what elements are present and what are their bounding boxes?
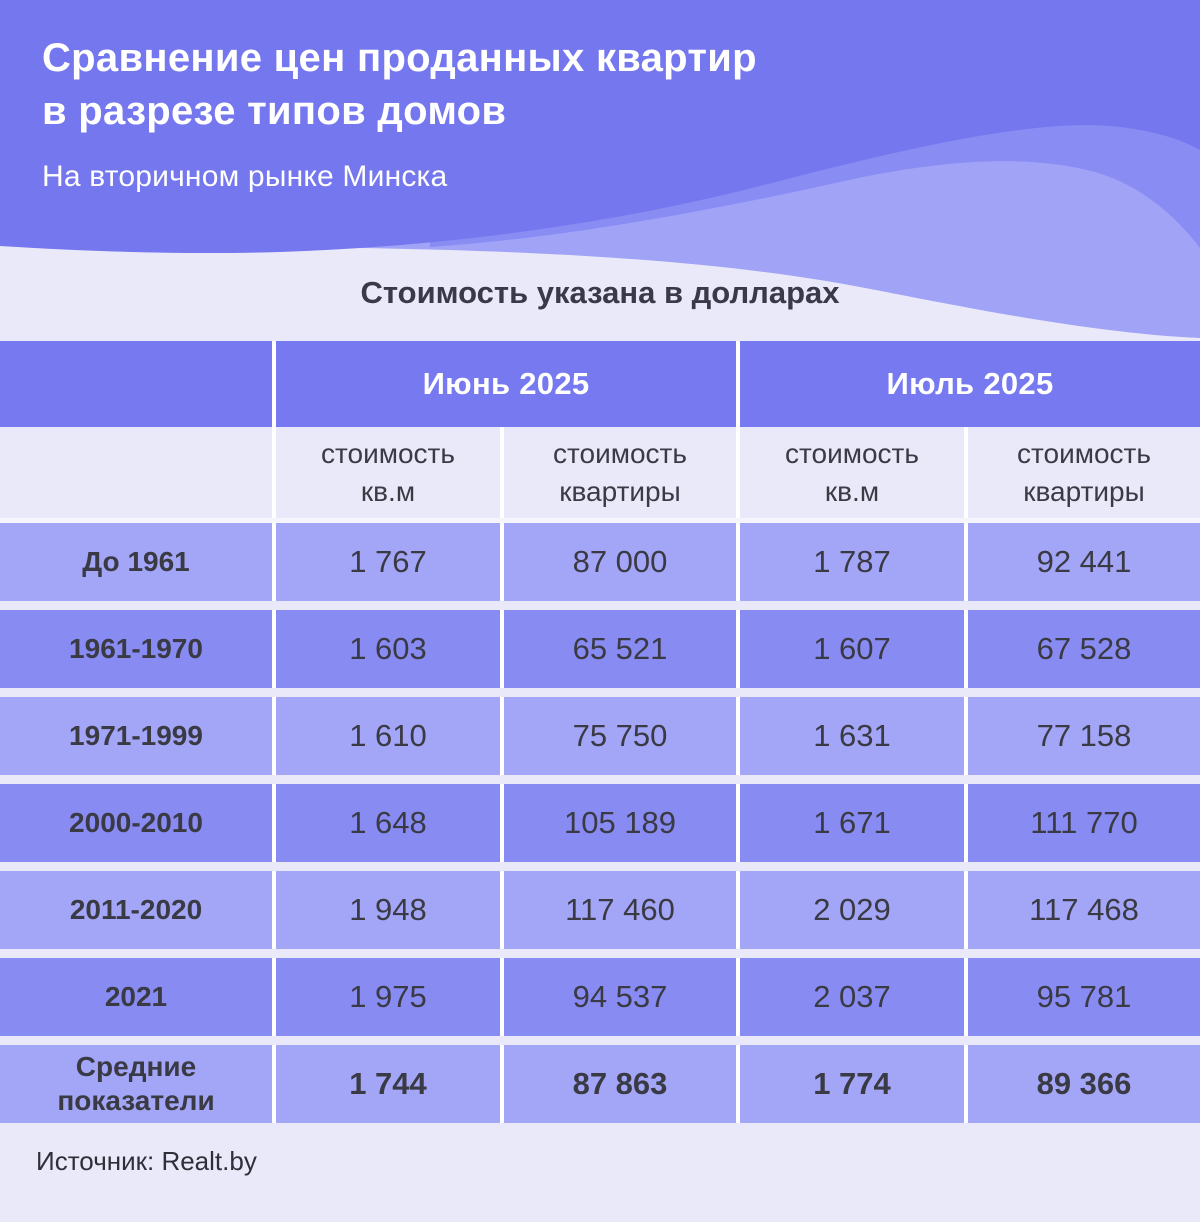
cell-value: 75 750 [504,697,736,775]
price-table: Июнь 2025 Июль 2025 стоимость кв.м стоим… [0,341,1200,1123]
cell-value: 1 607 [740,610,964,688]
cell-value: 1 631 [740,697,964,775]
row-label: До 1961 [0,523,272,601]
row-label: 1971-1999 [0,697,272,775]
currency-note: Стоимость указана в долларах [360,275,840,310]
table-row-averages: Средние показатели 1 744 87 863 1 774 89… [0,1045,1200,1123]
header-base-shape [0,0,1200,254]
cell-value: 65 521 [504,610,736,688]
cell-value: 87 863 [504,1045,736,1123]
cell-value: 105 189 [504,784,736,862]
cell-value: 2 029 [740,871,964,949]
month-header-row: Июнь 2025 Июль 2025 [0,341,1200,427]
row-label: 2021 [0,958,272,1036]
row-label: Средние показатели [0,1045,272,1123]
subheader-july-apartment: стоимость квартиры [968,427,1200,518]
cell-value: 1 744 [276,1045,500,1123]
source-credit: Источник: Realt.by [36,1146,257,1176]
corner-cell [0,341,272,427]
cell-value: 94 537 [504,958,736,1036]
cell-value: 2 037 [740,958,964,1036]
subheader-july-sqm: стоимость кв.м [740,427,964,518]
table-row: 2011-2020 1 948 117 460 2 029 117 468 [0,871,1200,949]
cell-value: 1 648 [276,784,500,862]
table-row: До 1961 1 767 87 000 1 787 92 441 [0,523,1200,601]
subheader-blank [0,427,272,518]
header-wave-background [0,0,1200,338]
subheader-june-apartment: стоимость квартиры [504,427,736,518]
cell-value: 117 468 [968,871,1200,949]
cell-value: 1 671 [740,784,964,862]
page-title-line1: Сравнение цен проданных квартир [42,36,757,80]
cell-value: 1 787 [740,523,964,601]
subheader-june-sqm: стоимость кв.м [276,427,500,518]
cell-value: 111 770 [968,784,1200,862]
cell-value: 92 441 [968,523,1200,601]
page-title: Сравнение цен проданных квартир в разрез… [42,32,757,138]
row-label: 2000-2010 [0,784,272,862]
month-header-june: Июнь 2025 [276,341,736,427]
row-label: 2011-2020 [0,871,272,949]
table-row: 1961-1970 1 603 65 521 1 607 67 528 [0,610,1200,688]
cell-value: 1 610 [276,697,500,775]
cell-value: 87 000 [504,523,736,601]
page-subtitle: На вторичном рынке Минска [42,160,448,193]
cell-value: 1 948 [276,871,500,949]
page-title-line2: в разрезе типов домов [42,89,507,133]
table-row: 2021 1 975 94 537 2 037 95 781 [0,958,1200,1036]
cell-value: 1 975 [276,958,500,1036]
cell-value: 1 767 [276,523,500,601]
cell-value: 1 603 [276,610,500,688]
table-row: 1971-1999 1 610 75 750 1 631 77 158 [0,697,1200,775]
cell-value: 67 528 [968,610,1200,688]
cell-value: 1 774 [740,1045,964,1123]
row-label: 1961-1970 [0,610,272,688]
month-header-july: Июль 2025 [740,341,1200,427]
subheader-row: стоимость кв.м стоимость квартиры стоимо… [0,427,1200,523]
table-row: 2000-2010 1 648 105 189 1 671 111 770 [0,784,1200,862]
cell-value: 89 366 [968,1045,1200,1123]
cell-value: 117 460 [504,871,736,949]
cell-value: 95 781 [968,958,1200,1036]
cell-value: 77 158 [968,697,1200,775]
